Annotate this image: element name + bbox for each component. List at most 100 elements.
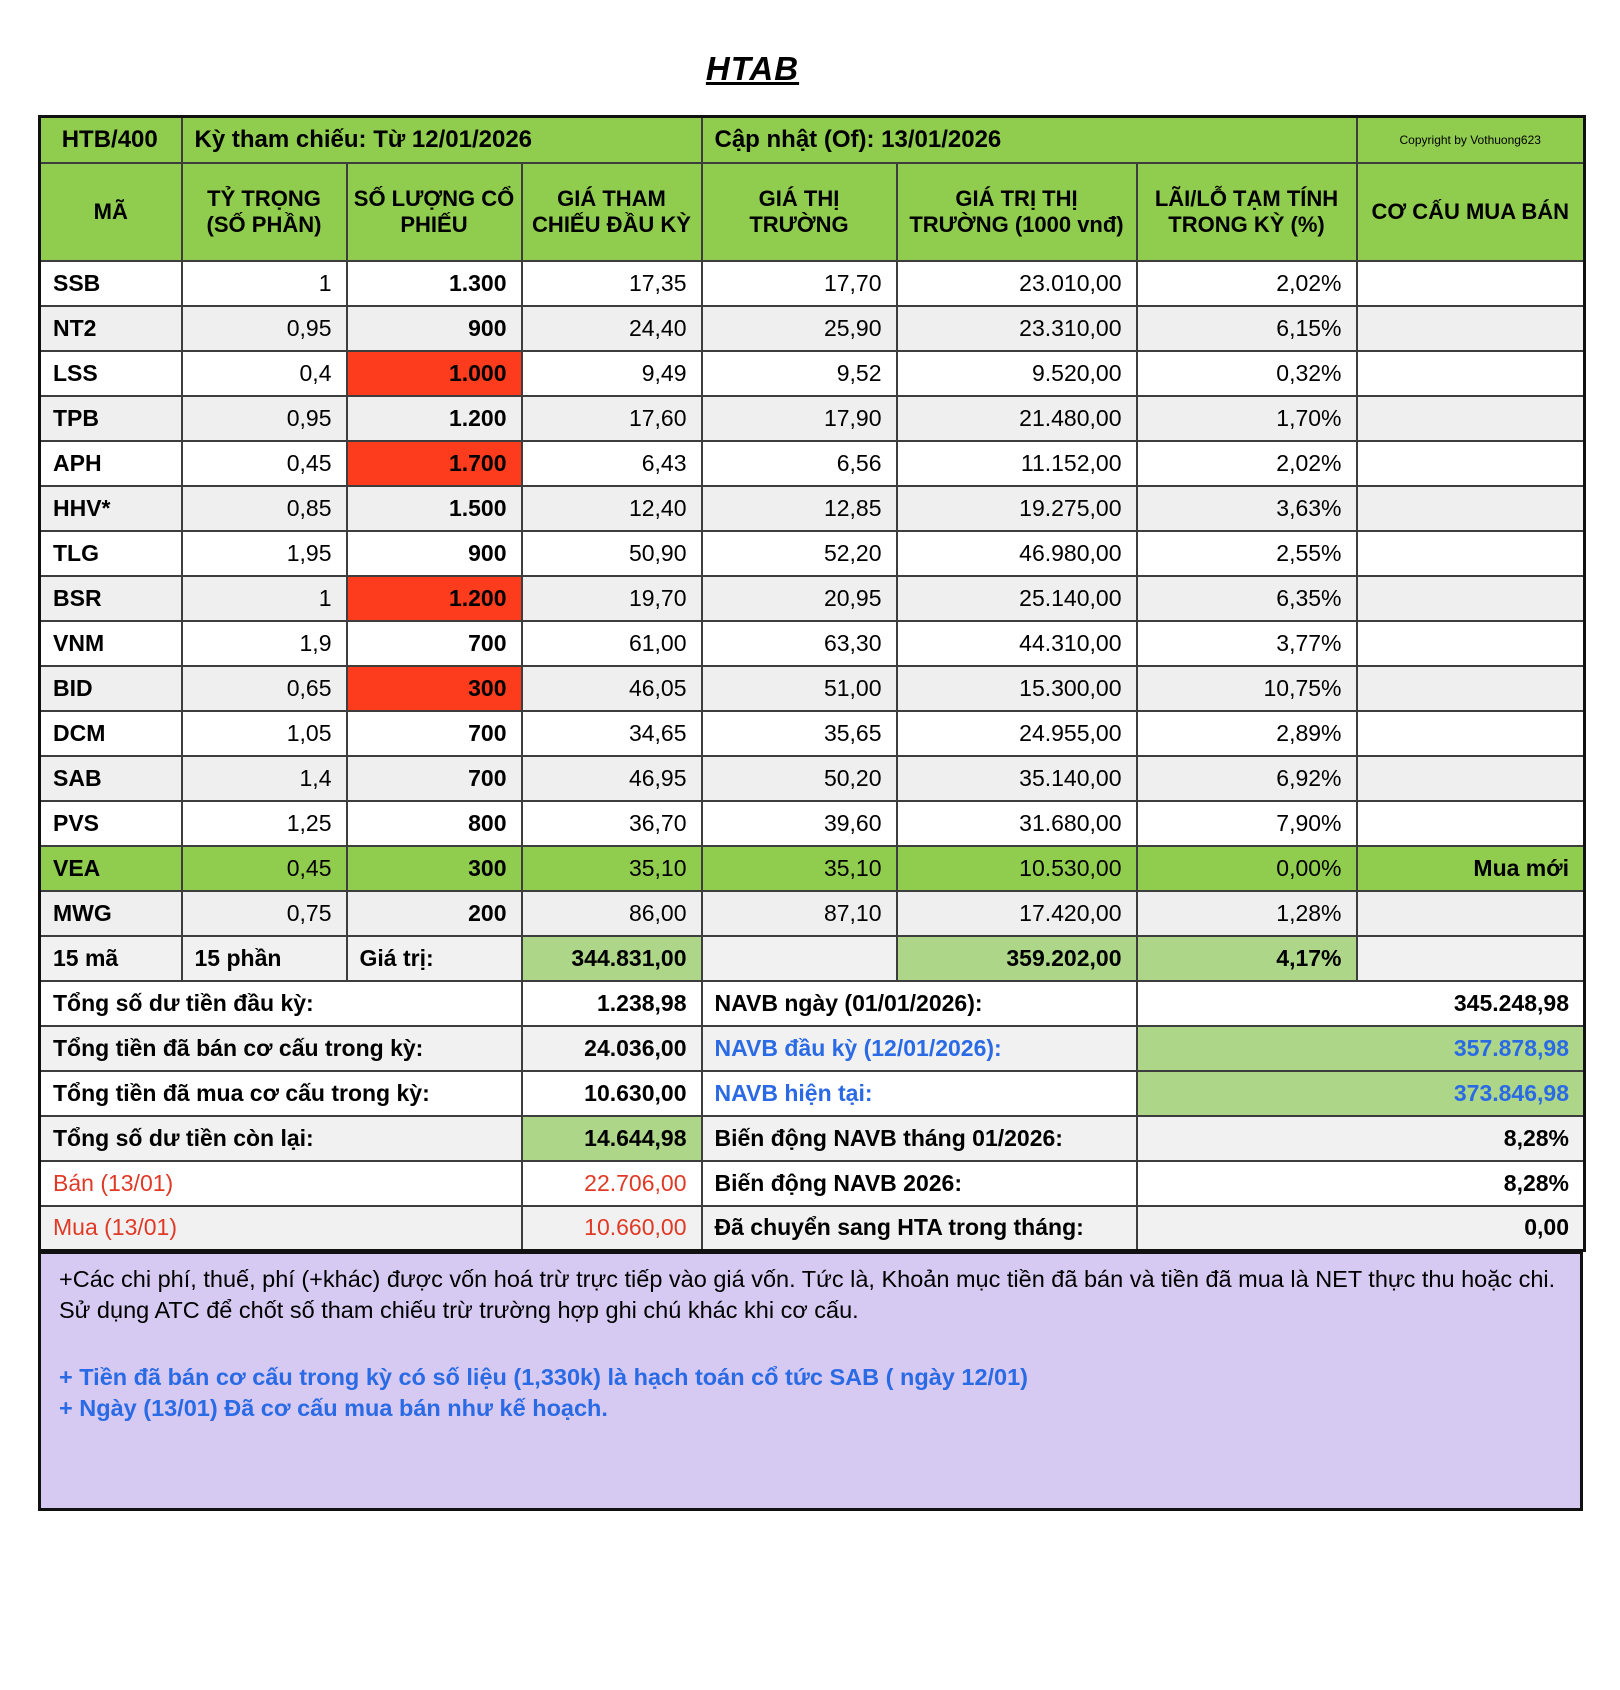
ref-price: 12,40 — [520, 484, 703, 532]
total-parts: 15 phần — [180, 934, 348, 982]
table-row-bsr: BSR 1 1.200 19,70 20,95 25.140,00 6,35% — [38, 574, 1586, 622]
action — [1355, 484, 1586, 532]
market-price: 51,00 — [700, 664, 898, 712]
market-value: 10.530,00 — [895, 844, 1138, 892]
note-dividend-sab: + Tiền đã bán cơ cấu trong kỳ có số liệu… — [59, 1364, 1029, 1391]
hta-transfer-value: 0,00 — [1135, 1204, 1586, 1252]
weight: 0,4 — [180, 349, 348, 397]
action — [1355, 619, 1586, 667]
action — [1355, 889, 1586, 937]
table-row-lss: LSS 0,4 1.000 9,49 9,52 9.520,00 0,32% — [38, 349, 1586, 397]
ticker: VEA — [38, 844, 183, 892]
action — [1355, 259, 1586, 307]
sell-date-label: Bán (13/01) — [38, 1159, 523, 1207]
market-value: 35.140,00 — [895, 754, 1138, 802]
action — [1355, 349, 1586, 397]
column-header-row: MÃ TỶ TRỌNG (SỐ PHẦN) SỐ LƯỢNG CỔ PHIẾU … — [38, 161, 1586, 262]
weight: 1,25 — [180, 799, 348, 847]
weight: 0,65 — [180, 664, 348, 712]
col-header-pnl: LÃI/LỖ TẠM TÍNH TRONG KỲ (%) — [1135, 161, 1358, 262]
ref-price: 46,05 — [520, 664, 703, 712]
table-row-tlg: TLG 1,95 900 50,90 52,20 46.980,00 2,55% — [38, 529, 1586, 577]
market-price: 17,90 — [700, 394, 898, 442]
summary-row-4: Tổng số dư tiền còn lại: 14.644,98 Biến … — [38, 1114, 1586, 1162]
cash-opening-label: Tổng số dư tiền đầu kỳ: — [38, 979, 523, 1027]
action-new-buy-badge: Mua mới — [1355, 844, 1586, 892]
summary-row-5: Bán (13/01) 22.706,00 Biến động NAVB 202… — [38, 1159, 1586, 1207]
quantity-highlighted: 300 — [345, 664, 523, 712]
pnl: 7,90% — [1135, 799, 1358, 847]
reference-period: Kỳ tham chiếu: Từ 12/01/2026 — [180, 115, 703, 164]
ticker: SSB — [38, 259, 183, 307]
quantity: 900 — [345, 529, 523, 577]
ref-price: 35,10 — [520, 844, 703, 892]
sell-date-value: 22.706,00 — [520, 1159, 703, 1207]
pnl: 10,75% — [1135, 664, 1358, 712]
market-value: 11.152,00 — [895, 439, 1138, 487]
table-row-ssb: SSB 1 1.300 17,35 17,70 23.010,00 2,02% — [38, 259, 1586, 307]
pnl: 2,55% — [1135, 529, 1358, 577]
quantity: 300 — [345, 844, 523, 892]
navb-month-change-label: Biến động NAVB tháng 01/2026: — [700, 1114, 1138, 1162]
table-row-bid: BID 0,65 300 46,05 51,00 15.300,00 10,75… — [38, 664, 1586, 712]
market-price: 35,65 — [700, 709, 898, 757]
market-price: 87,10 — [700, 889, 898, 937]
sheet-code: HTB/400 — [38, 115, 183, 164]
ticker: BSR — [38, 574, 183, 622]
ticker: HHV* — [38, 484, 183, 532]
total-ref-value: 344.831,00 — [520, 934, 703, 982]
bought-total-value: 10.630,00 — [520, 1069, 703, 1117]
weight: 1,9 — [180, 619, 348, 667]
buy-date-value: 10.660,00 — [520, 1204, 703, 1252]
weight: 0,95 — [180, 304, 348, 352]
market-value: 19.275,00 — [895, 484, 1138, 532]
pnl: 0,00% — [1135, 844, 1358, 892]
ticker: TPB — [38, 394, 183, 442]
market-value: 15.300,00 — [895, 664, 1138, 712]
table-row-vea-new-buy: VEA 0,45 300 35,10 35,10 10.530,00 0,00%… — [38, 844, 1586, 892]
ref-price: 46,95 — [520, 754, 703, 802]
market-value: 46.980,00 — [895, 529, 1138, 577]
pnl: 0,32% — [1135, 349, 1358, 397]
cash-opening-value: 1.238,98 — [520, 979, 703, 1027]
col-header-ref-price: GIÁ THAM CHIẾU ĐẦU KỲ — [520, 161, 703, 262]
quantity-highlighted: 1.000 — [345, 349, 523, 397]
action — [1355, 709, 1586, 757]
table-row-sab: SAB 1,4 700 46,95 50,20 35.140,00 6,92% — [38, 754, 1586, 802]
market-price: 39,60 — [700, 799, 898, 847]
market-value: 23.010,00 — [895, 259, 1138, 307]
table-row-aph: APH 0,45 1.700 6,43 6,56 11.152,00 2,02% — [38, 439, 1586, 487]
weight: 0,45 — [180, 439, 348, 487]
copyright: Copyright by Vothuong623 — [1355, 115, 1586, 164]
market-value: 23.310,00 — [895, 304, 1138, 352]
quantity: 200 — [345, 889, 523, 937]
action — [1355, 754, 1586, 802]
col-header-market-price: GIÁ THỊ TRƯỜNG — [700, 161, 898, 262]
market-price: 35,10 — [700, 844, 898, 892]
bought-total-label: Tổng tiền đã mua cơ cấu trong kỳ: — [38, 1069, 523, 1117]
navb-date-value: 345.248,98 — [1135, 979, 1586, 1027]
ticker: LSS — [38, 349, 183, 397]
navb-year-change-value: 8,28% — [1135, 1159, 1586, 1207]
market-price: 12,85 — [700, 484, 898, 532]
ticker: TLG — [38, 529, 183, 577]
market-price: 9,52 — [700, 349, 898, 397]
weight: 1,05 — [180, 709, 348, 757]
ticker: PVS — [38, 799, 183, 847]
market-price: 6,56 — [700, 439, 898, 487]
action — [1355, 664, 1586, 712]
cash-remaining-value: 14.644,98 — [520, 1114, 703, 1162]
weight: 0,45 — [180, 844, 348, 892]
navb-period-start-value: 357.878,98 — [1135, 1024, 1586, 1072]
weight: 1,4 — [180, 754, 348, 802]
quantity: 700 — [345, 709, 523, 757]
quantity-highlighted: 1.200 — [345, 574, 523, 622]
ref-price: 34,65 — [520, 709, 703, 757]
pnl: 1,28% — [1135, 889, 1358, 937]
ref-price: 17,60 — [520, 394, 703, 442]
table-row-hhv: HHV* 0,85 1.500 12,40 12,85 19.275,00 3,… — [38, 484, 1586, 532]
ref-price: 19,70 — [520, 574, 703, 622]
quantity: 900 — [345, 304, 523, 352]
ticker: MWG — [38, 889, 183, 937]
market-value: 9.520,00 — [895, 349, 1138, 397]
